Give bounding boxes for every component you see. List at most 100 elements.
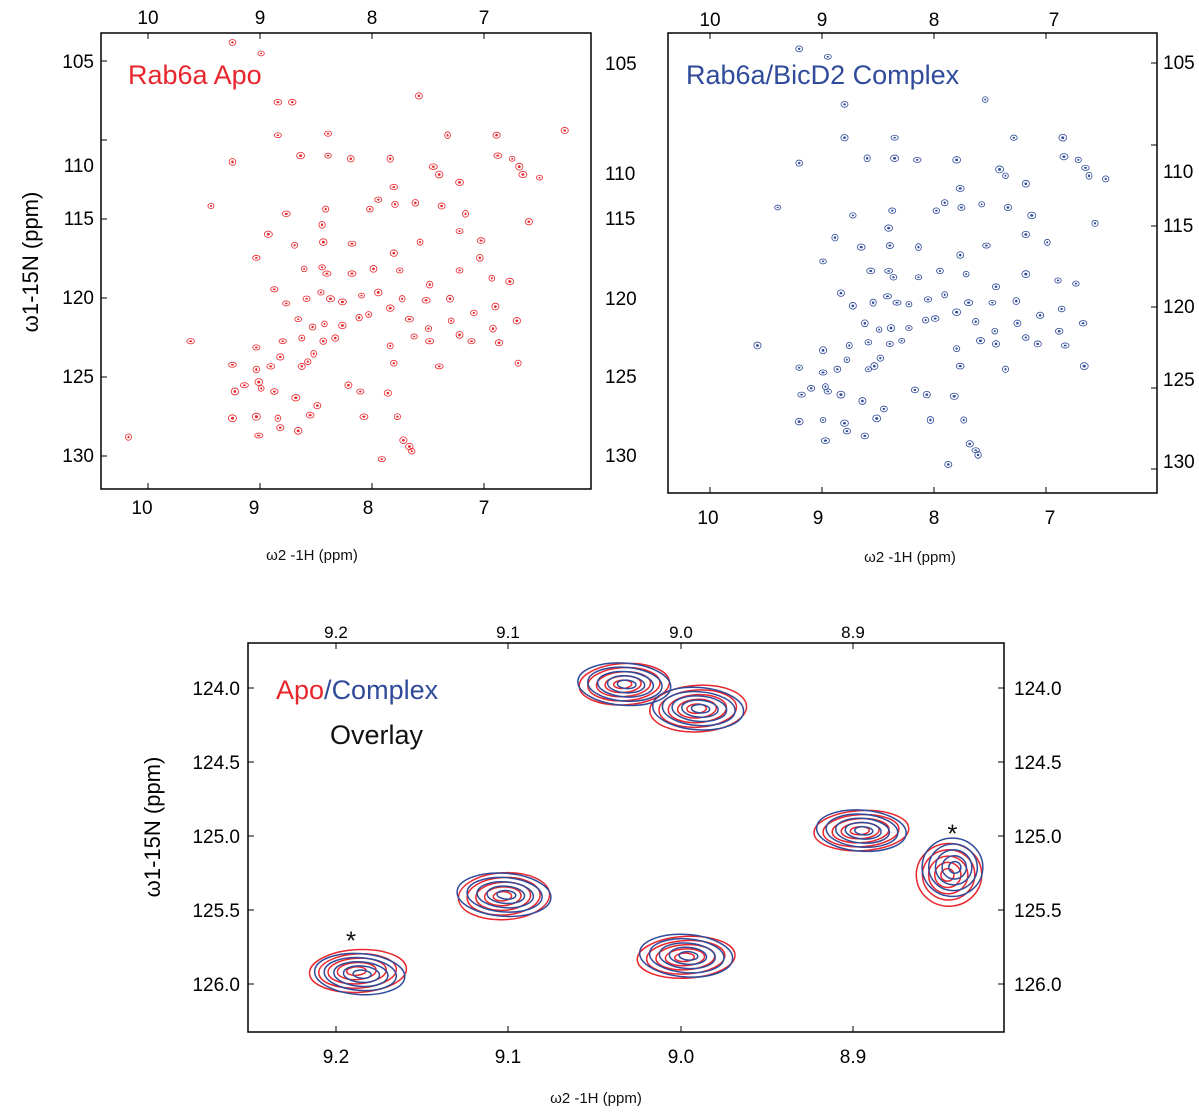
apo-peak [331,334,340,342]
apo-peak [512,317,521,325]
apo-peak [276,424,285,432]
complex-peak [1085,171,1093,180]
apo-peak [300,265,308,273]
complex-peak [833,365,842,373]
complex-peak [774,204,782,211]
complex-peak [952,308,962,316]
apo-peak [326,295,335,303]
apo-peak [462,210,469,218]
complex-left-tick-110: 110 [605,164,635,185]
complex-peak [795,159,803,167]
complex-peak [1091,219,1099,227]
complex-peak [962,270,970,278]
apo-peak [322,270,332,277]
apo-peak [386,154,394,163]
panel-complex-left-ticks: 105 110 115 120 125 130 [605,54,637,467]
complex-peak [807,385,816,392]
complex-peak [952,156,961,164]
complex-peak [864,366,872,373]
panel-overlay-bottom-axis: 9.2 9.1 9.0 8.9 [323,1026,866,1068]
apo-peak [437,202,446,210]
complex-peak [913,157,922,163]
apo-peak [319,337,328,345]
complex-contour [313,952,406,996]
apo-peak [305,411,315,419]
complex-peak [1003,203,1012,212]
panel-apo-ylabel: ω1-15N (ppm) [18,192,43,333]
apo-peak [294,316,302,323]
apo-peak [302,295,311,302]
complex-peak [842,427,851,435]
apo-peak [385,304,395,312]
complex-peak [976,337,985,345]
apo-top-tick-7: 7 [479,8,490,29]
complex-right-tick-120: 120 [1163,297,1195,318]
complex-peak [923,296,933,303]
apo-peak [410,333,418,340]
overlay-top-tick-9.0: 9.0 [669,623,693,642]
complex-peak [892,299,902,306]
complex-peak [930,315,940,322]
overlay-left-tick-125.5: 125.5 [192,901,240,922]
apo-peak [324,152,332,159]
apo-peak [434,363,444,370]
complex-peak [1054,277,1062,284]
overlay-bottom-tick-9.1: 9.1 [495,1047,521,1068]
apo-peak [291,394,301,402]
apo-peak [405,442,414,451]
overlay-top-tick-8.9: 8.9 [841,623,865,642]
complex-peak [840,134,849,142]
apo-peak [518,171,528,178]
complex-peak [1021,270,1031,278]
complex-peak [836,390,846,399]
complex-peak [890,134,899,141]
complex-peak [860,432,869,440]
complex-peak [1058,133,1068,142]
apo-peak [493,152,503,159]
apo-peak [447,317,455,324]
apo-left-tick-125: 125 [62,367,94,388]
apo-peak [391,200,399,208]
apo-peak [298,334,306,342]
apo-peak [389,184,399,191]
apo-peak [266,363,275,370]
apo-peak [276,353,285,361]
apo-peak [505,277,515,286]
complex-left-tick-115: 115 [605,209,635,230]
complex-top-tick-7: 7 [1049,10,1060,31]
complex-peak [955,362,965,370]
complex-peak [840,101,849,108]
apo-peak [317,289,325,296]
apo-peak [230,387,239,396]
complex-peak [922,390,931,399]
complex-peak [932,207,941,214]
complex-peak [910,386,919,394]
complex-peak [1021,230,1030,239]
apo-peak [278,338,287,344]
panel-overlay-left-axis: 124.0 124.5 125.0 125.5 126.0 [192,679,254,996]
overlay-left-tick-125.0: 125.0 [192,827,240,848]
apo-peak [515,162,524,171]
apo-peak [514,359,522,367]
panel-complex-top-axis: 10 9 8 7 [699,10,1059,39]
overlay-star-annotation: * [947,819,957,849]
apo-peak [396,267,404,274]
complex-bottom-tick-7: 7 [1045,508,1056,529]
complex-peak [797,391,806,398]
panel-complex-title: Rab6a/BicD2 Complex [686,60,960,90]
complex-peak [1055,327,1064,335]
apo-peak [425,338,435,345]
apo-peak [251,412,261,421]
complex-peak [949,392,959,400]
complex-peak [879,405,888,413]
complex-peak [957,204,966,211]
complex-bottom-tick-9: 9 [813,508,824,529]
apo-peak [455,228,464,235]
panel-complex-peaks [753,45,1110,468]
complex-peak [1081,164,1090,171]
apo-peak [467,338,476,345]
apo-left-tick-120: 120 [62,288,94,309]
apo-peak [257,385,265,392]
complex-peak [956,251,965,259]
apo-peak [337,298,347,306]
